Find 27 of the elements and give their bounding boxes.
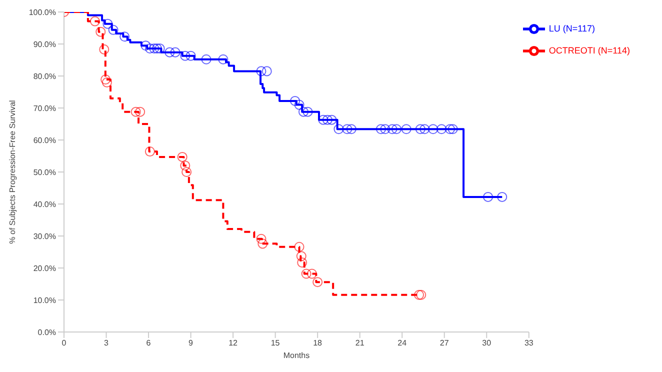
x-tick-label: 12 [228,338,238,348]
y-tick-label: 60.0% [33,136,56,145]
legend-label: OCTREOTI (N=114) [548,45,630,56]
x-tick-label: 9 [188,338,194,348]
y-tick-label: 100.0% [28,8,56,17]
y-tick-label: 90.0% [33,40,56,49]
x-tick-label: 3 [104,338,110,348]
y-tick-label: 40.0% [33,200,56,209]
x-tick-label: 18 [313,338,323,348]
x-tick-label: 33 [524,338,534,348]
x-tick-label: 30 [482,338,492,348]
y-tick-label: 70.0% [33,104,56,113]
y-tick-label: 30.0% [33,232,56,241]
x-tick-label: 21 [355,338,365,348]
x-tick-label: 24 [398,338,408,348]
x-tick-label: 27 [440,338,450,348]
x-tick-label: 0 [62,338,67,348]
legend-label: LU (N=117) [548,23,595,34]
y-tick-label: 80.0% [33,72,56,81]
x-tick-label: 6 [146,338,152,348]
y-tick-label: 10.0% [33,296,56,305]
y-tick-label: 0.0% [38,328,56,337]
x-tick-label: 15 [270,338,280,348]
y-axis-title: % of Subjects Progression-Free Survival [8,100,17,244]
y-tick-label: 50.0% [33,168,56,177]
y-tick-label: 20.0% [33,264,56,273]
x-axis-title: Months [283,351,310,360]
